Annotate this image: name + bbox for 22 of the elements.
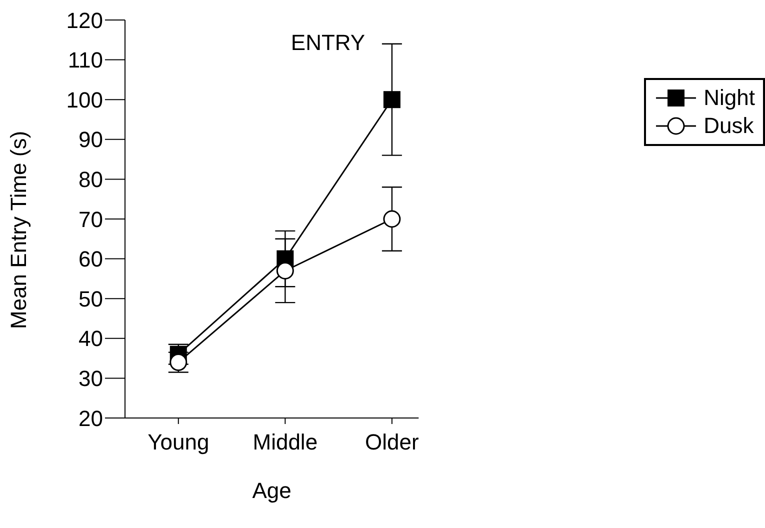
y-tick-label: 60 xyxy=(78,246,103,272)
y-tick-label: 110 xyxy=(68,48,103,73)
x-tick-label: Middle xyxy=(252,430,318,455)
y-tick-label: 80 xyxy=(78,167,103,192)
y-axis-title: Mean Entry Time (s) xyxy=(6,130,31,329)
y-tick-label: 30 xyxy=(78,366,103,392)
x-tick-label: Young xyxy=(148,430,210,455)
legend-label: Night xyxy=(704,85,755,111)
y-tick-label: 70 xyxy=(78,206,103,232)
y-tick-label: 100 xyxy=(66,87,103,112)
text: ENTRY xyxy=(290,30,366,56)
point xyxy=(276,262,294,280)
point xyxy=(383,210,401,228)
y-tick-label: 120 xyxy=(66,8,103,33)
legend-label: Dusk xyxy=(704,113,754,139)
y-tick-label: 40 xyxy=(78,326,103,352)
x-tick-label: Older xyxy=(365,430,419,455)
y-tick-label: 50 xyxy=(78,286,103,312)
y-tick-label: 90 xyxy=(78,127,103,152)
y-tick-label: 20 xyxy=(78,406,103,431)
x-axis-title: Age xyxy=(252,478,292,503)
point xyxy=(383,91,400,108)
